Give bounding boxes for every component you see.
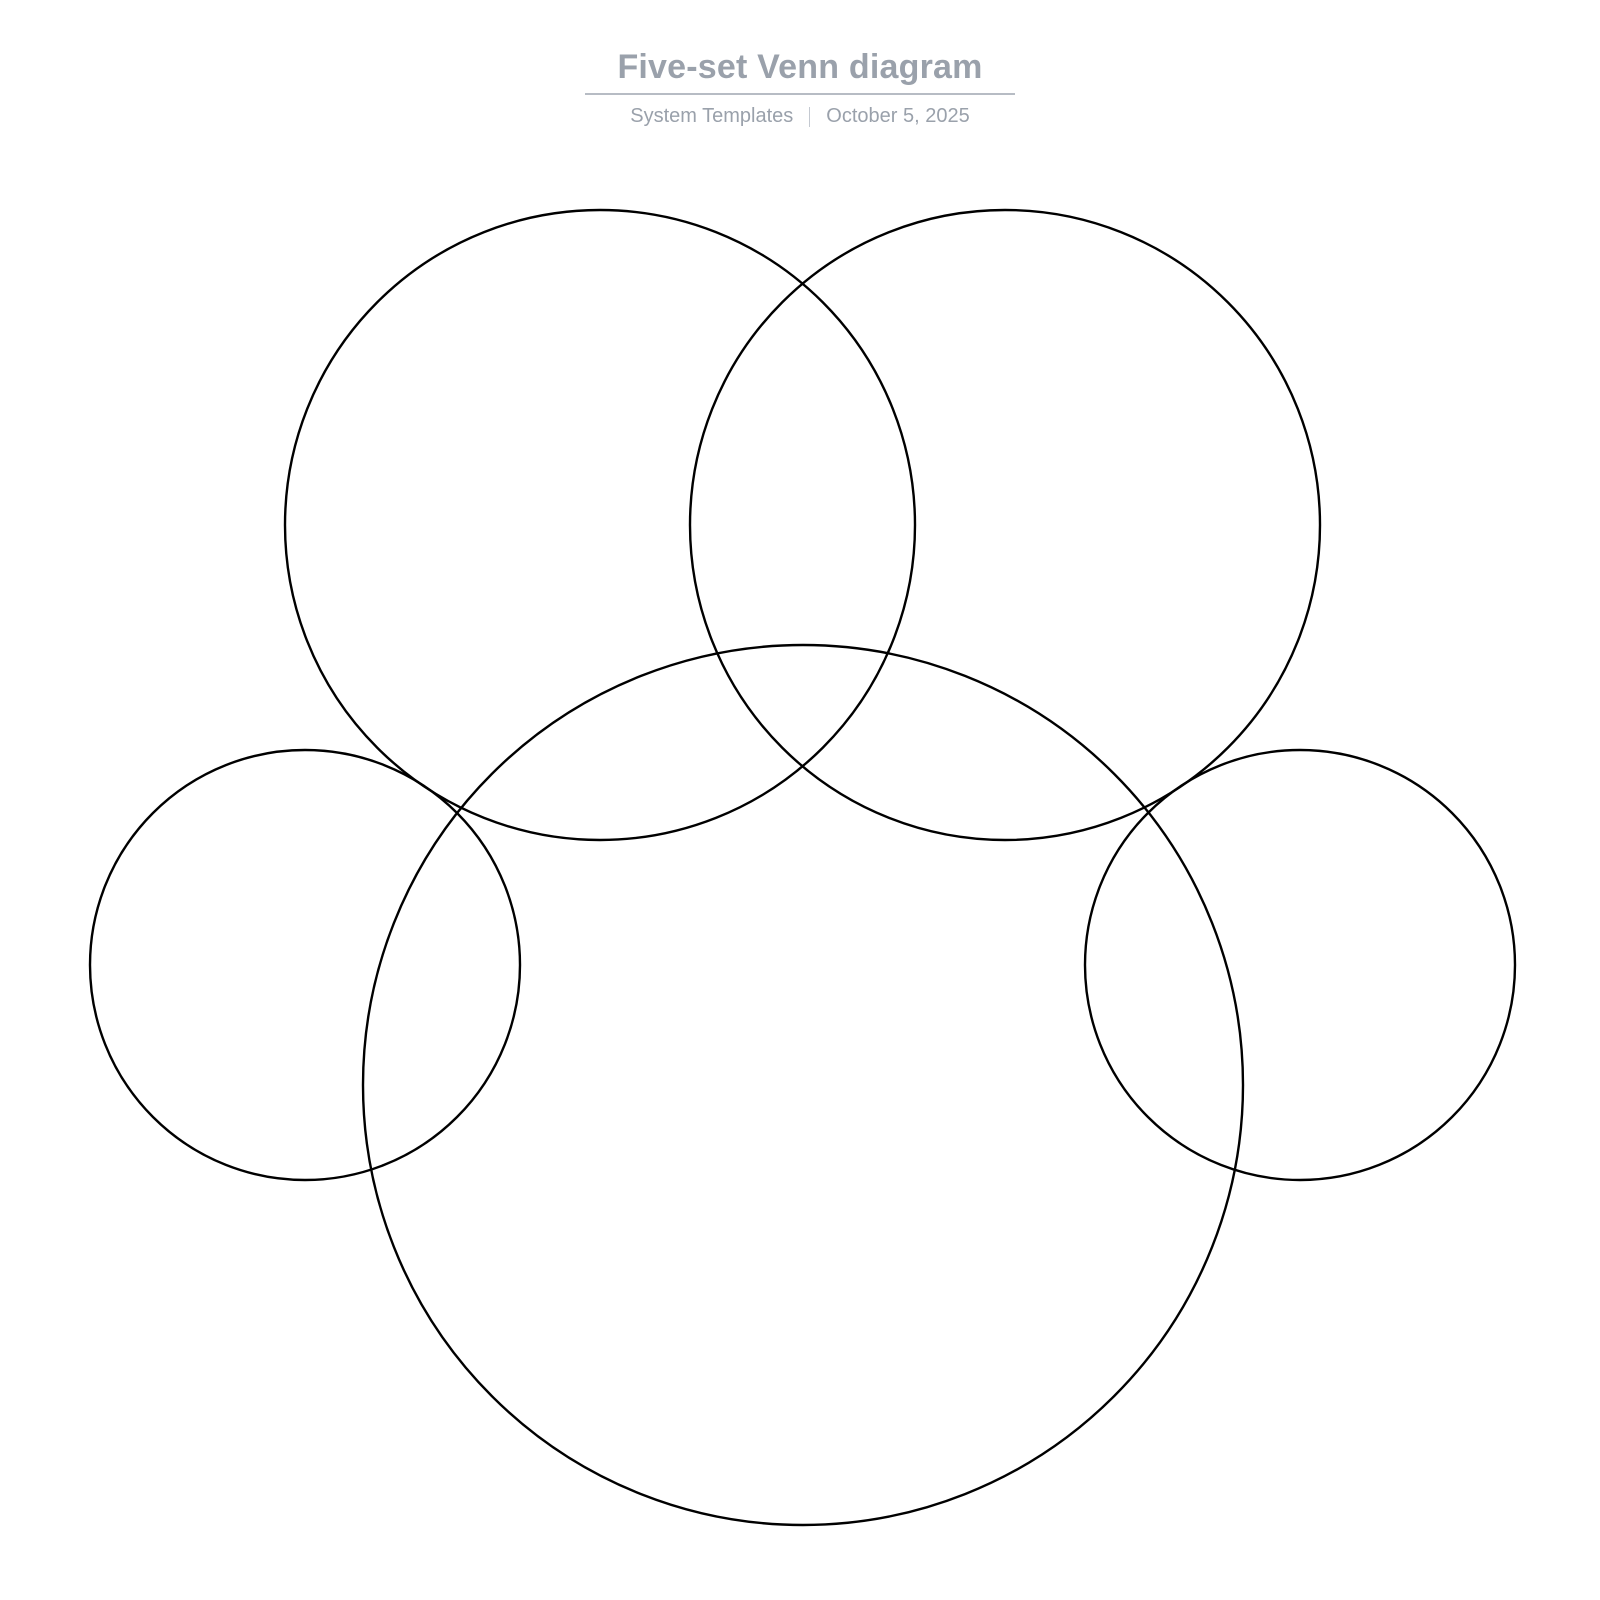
venn-circle-top-left — [285, 210, 915, 840]
venn-diagram — [0, 0, 1600, 1600]
venn-svg — [0, 0, 1600, 1600]
venn-circle-top-right — [690, 210, 1320, 840]
page: Five-set Venn diagram System Templates O… — [0, 0, 1600, 1600]
venn-circle-bottom-center — [363, 645, 1243, 1525]
